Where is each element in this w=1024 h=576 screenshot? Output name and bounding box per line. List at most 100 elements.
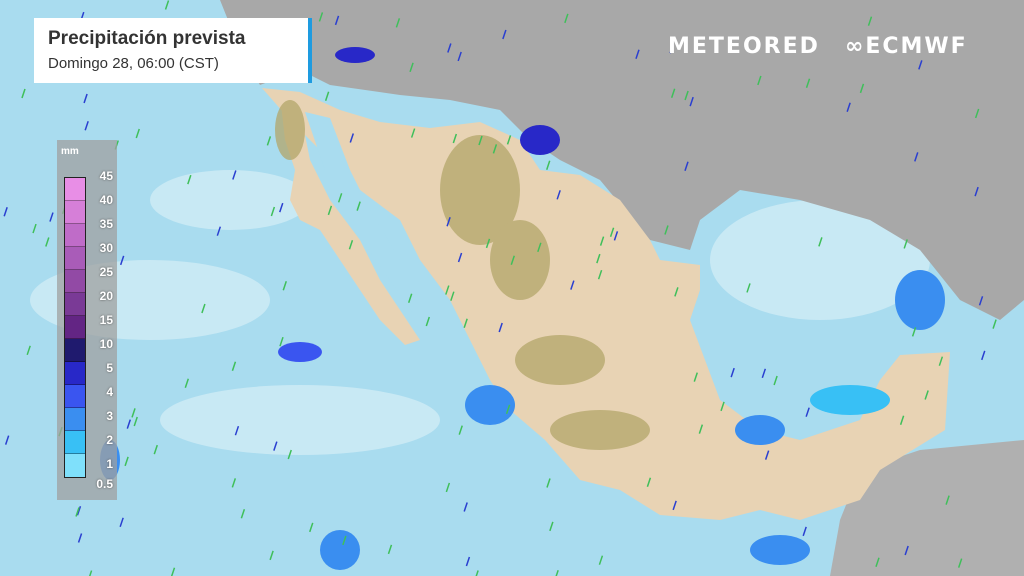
wind-streak bbox=[957, 558, 963, 568]
wind-streak bbox=[684, 161, 689, 171]
wind-streak bbox=[506, 135, 512, 145]
legend-label: 20 bbox=[99, 289, 113, 303]
wind-streak bbox=[216, 226, 222, 236]
wind-streak bbox=[465, 556, 471, 567]
legend-label: 1 bbox=[106, 457, 113, 471]
wind-streak bbox=[730, 367, 735, 378]
wind-streak bbox=[49, 212, 54, 222]
wind-streak bbox=[458, 425, 463, 435]
wind-streak bbox=[805, 78, 811, 88]
wind-streak bbox=[570, 280, 575, 290]
wind-streak bbox=[664, 225, 669, 235]
wind-streak bbox=[327, 205, 333, 216]
wind-streak bbox=[805, 407, 810, 417]
wind-streak bbox=[83, 93, 88, 104]
wind-streak bbox=[450, 291, 455, 301]
land-usa bbox=[220, 0, 1024, 320]
wind-streak bbox=[773, 375, 778, 386]
wind-streak bbox=[231, 478, 237, 488]
wind-streak bbox=[32, 223, 37, 234]
wind-streak bbox=[510, 255, 515, 265]
wind-streak bbox=[3, 206, 8, 217]
legend-label: 10 bbox=[99, 337, 113, 351]
wind-streak bbox=[674, 287, 679, 297]
wind-streak bbox=[425, 316, 431, 327]
wind-streak bbox=[309, 522, 314, 533]
wind-streak bbox=[938, 356, 944, 366]
wind-streak bbox=[88, 570, 93, 576]
wind-streak bbox=[84, 121, 89, 131]
wind-streak bbox=[232, 170, 237, 180]
wind-streak bbox=[598, 555, 604, 565]
wind-streak bbox=[269, 550, 274, 561]
wind-streak bbox=[279, 202, 284, 213]
wind-streak bbox=[270, 206, 276, 217]
land-central-america bbox=[830, 440, 1024, 576]
wind-streak bbox=[356, 201, 361, 211]
wind-streak bbox=[318, 12, 324, 22]
legend-swatch bbox=[65, 224, 85, 247]
wind-streak bbox=[445, 482, 451, 493]
wind-streak bbox=[75, 507, 80, 517]
wind-streak bbox=[859, 83, 865, 94]
wind-streak bbox=[475, 570, 479, 576]
wind-streak bbox=[899, 415, 905, 426]
wind-streak bbox=[407, 293, 413, 303]
ecmwf-logo-icon: ∞ bbox=[845, 34, 866, 59]
wind-streak bbox=[720, 401, 725, 412]
wind-streak bbox=[609, 227, 615, 237]
legend-label: 15 bbox=[99, 313, 113, 327]
legend-label: 35 bbox=[99, 217, 113, 231]
wind-streak bbox=[546, 478, 551, 488]
wind-streak bbox=[184, 378, 190, 388]
legend-swatch bbox=[65, 454, 85, 477]
wind-streak bbox=[485, 238, 491, 249]
wind-streak bbox=[410, 128, 416, 138]
wind-streak bbox=[974, 186, 979, 197]
wind-streak bbox=[672, 500, 677, 511]
wind-streak bbox=[76, 505, 82, 516]
wind-streak bbox=[502, 29, 507, 40]
wind-streak bbox=[124, 456, 129, 467]
legend-label: 4 bbox=[106, 385, 113, 399]
wind-streak bbox=[904, 545, 909, 556]
wind-streak bbox=[170, 567, 176, 576]
legend-label: 45 bbox=[99, 169, 113, 183]
wind-streak bbox=[669, 43, 674, 54]
wind-streak bbox=[945, 495, 950, 505]
wind-streak bbox=[537, 242, 542, 253]
wind-streak bbox=[457, 252, 463, 263]
wind-streak bbox=[492, 144, 498, 154]
wind-streak bbox=[693, 372, 698, 382]
legend-swatch bbox=[65, 316, 85, 339]
wind-streak bbox=[918, 60, 923, 70]
wind-streak bbox=[446, 217, 451, 227]
legend-label: 25 bbox=[99, 265, 113, 279]
legend-label: 0.5 bbox=[96, 477, 113, 491]
wind-streak bbox=[613, 231, 619, 241]
wind-streak bbox=[646, 477, 652, 488]
wind-streak bbox=[126, 419, 132, 429]
map-title: Precipitación prevista bbox=[48, 28, 246, 49]
gulf-of-california bbox=[305, 112, 420, 312]
wind-streak bbox=[746, 283, 751, 293]
wind-streak bbox=[342, 535, 347, 546]
wind-streak bbox=[201, 303, 206, 314]
wind-streak bbox=[287, 449, 292, 460]
wind-streak bbox=[992, 319, 997, 329]
title-panel: Precipitación prevista Domingo 28, 06:00… bbox=[34, 18, 312, 83]
wind-streak bbox=[596, 253, 601, 264]
wind-streak bbox=[395, 18, 401, 28]
wind-streak bbox=[478, 135, 483, 146]
wind-streak bbox=[131, 408, 136, 418]
wind-streak bbox=[498, 322, 503, 333]
wind-streak bbox=[231, 361, 237, 371]
wind-streak bbox=[564, 13, 569, 24]
legend-swatch bbox=[65, 385, 85, 408]
land-mexico bbox=[262, 88, 950, 520]
wind-streak bbox=[914, 152, 919, 162]
wind-streak bbox=[903, 239, 908, 249]
legend-swatch bbox=[65, 431, 85, 454]
wind-streak bbox=[119, 517, 124, 528]
